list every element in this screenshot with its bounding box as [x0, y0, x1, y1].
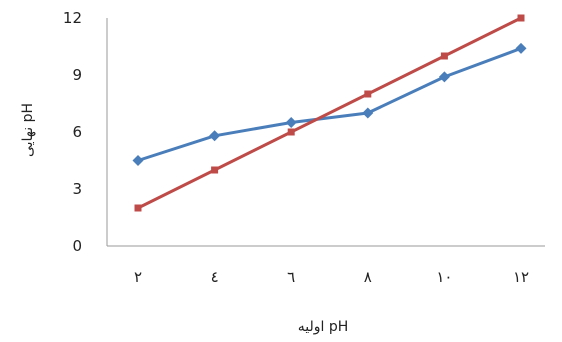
y-axis-label: pH نهایی [20, 103, 36, 157]
x-axis-label: pH اولیه [298, 319, 349, 335]
series-line-2 [137, 16, 522, 210]
series-group [132, 14, 527, 212]
y-tick-label: 12 [63, 9, 82, 27]
series-line-1 [137, 46, 522, 162]
y-tick-labels: 0 3 6 9 12 [63, 9, 82, 255]
x-tick-label: ۱۲ [513, 268, 529, 286]
x-tick-labels: ۲ ٤ ٦ ۸ ۱۰ ۱۲ [134, 268, 529, 286]
y-tick-label: 6 [72, 123, 82, 141]
x-tick-label: ۸ [364, 268, 372, 286]
x-tick-label: ۲ [134, 268, 142, 286]
series-2-point [364, 90, 372, 98]
series-2-point [134, 204, 142, 212]
series-1-point [362, 107, 374, 119]
series-1-point [515, 42, 527, 54]
y-tick-label: 9 [72, 66, 82, 84]
y-tick-label: 0 [72, 237, 82, 255]
x-tick-label: ٤ [211, 268, 219, 286]
series-2-point [287, 128, 295, 136]
x-tick-label: ٦ [287, 268, 295, 286]
series-2-point [440, 52, 448, 60]
series-2-point [211, 166, 219, 174]
y-tick-label: 3 [72, 180, 82, 198]
series-1-point [438, 71, 450, 83]
series-1-point [132, 155, 144, 166]
series-1-point [209, 130, 221, 142]
x-tick-label: ۱۰ [436, 268, 452, 286]
series-1-point [285, 117, 297, 128]
series-2-point [517, 14, 525, 22]
